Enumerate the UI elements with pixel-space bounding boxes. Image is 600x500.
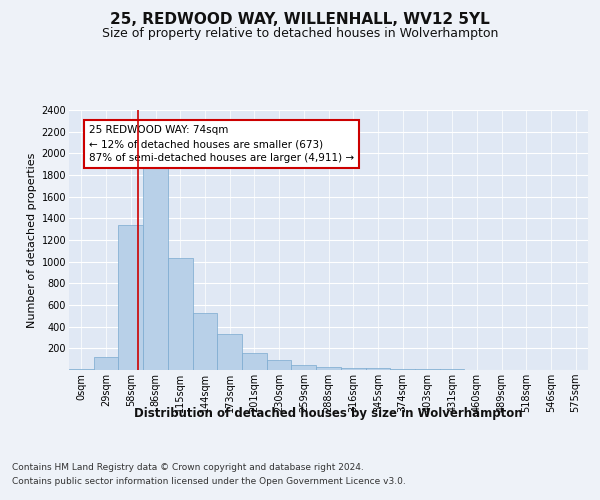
Bar xyxy=(316,367,341,370)
Bar xyxy=(365,368,390,370)
Text: 25, REDWOOD WAY, WILLENHALL, WV12 5YL: 25, REDWOOD WAY, WILLENHALL, WV12 5YL xyxy=(110,12,490,28)
Bar xyxy=(193,312,217,370)
Bar xyxy=(390,369,415,370)
Y-axis label: Number of detached properties: Number of detached properties xyxy=(28,152,37,328)
Bar xyxy=(94,357,118,370)
Text: Contains HM Land Registry data © Crown copyright and database right 2024.: Contains HM Land Registry data © Crown c… xyxy=(12,462,364,471)
Text: Size of property relative to detached houses in Wolverhampton: Size of property relative to detached ho… xyxy=(102,28,498,40)
Bar xyxy=(143,168,168,370)
Bar xyxy=(168,258,193,370)
Text: Contains public sector information licensed under the Open Government Licence v3: Contains public sector information licen… xyxy=(12,478,406,486)
Bar xyxy=(267,360,292,370)
Bar xyxy=(292,364,316,370)
Bar xyxy=(242,352,267,370)
Text: Distribution of detached houses by size in Wolverhampton: Distribution of detached houses by size … xyxy=(134,408,523,420)
Bar xyxy=(217,334,242,370)
Bar xyxy=(118,225,143,370)
Bar xyxy=(341,368,365,370)
Text: 25 REDWOOD WAY: 74sqm
← 12% of detached houses are smaller (673)
87% of semi-det: 25 REDWOOD WAY: 74sqm ← 12% of detached … xyxy=(89,125,354,163)
